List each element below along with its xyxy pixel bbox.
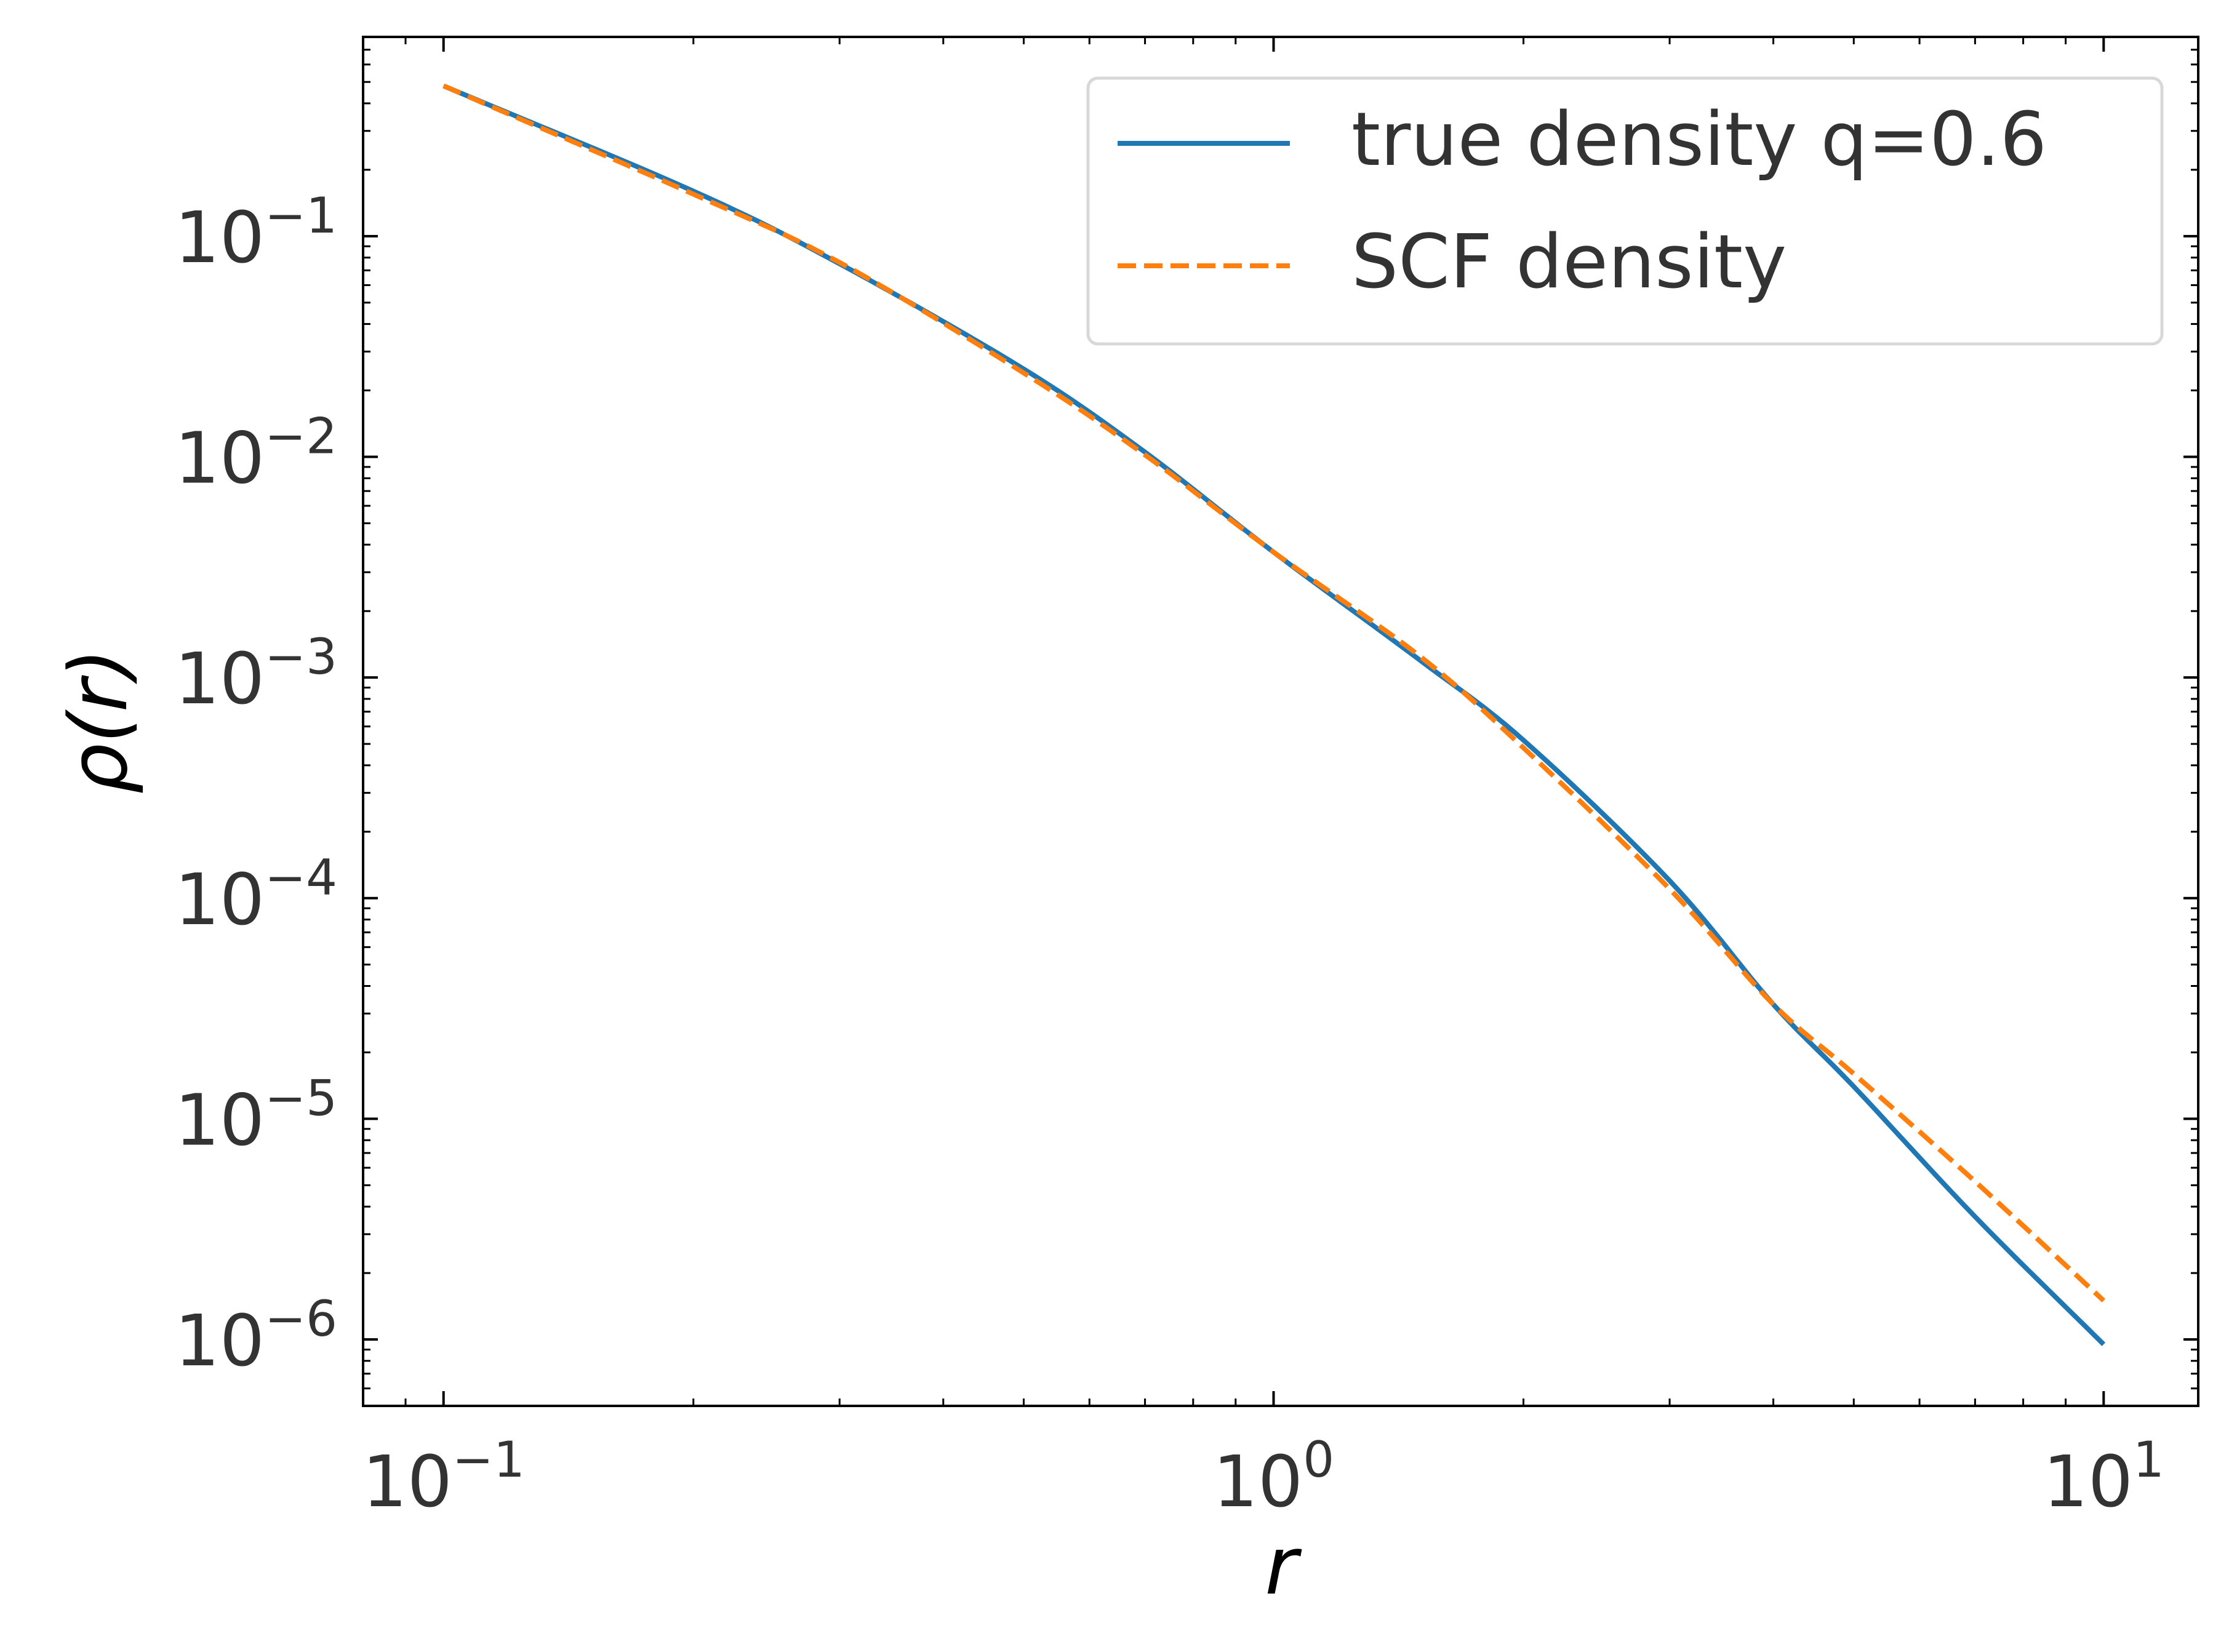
- y-tick-label: 10−1: [175, 187, 337, 279]
- y-tick-label: 10−4: [175, 849, 337, 941]
- y-tick-labels: 10−1 10−2 10−3 10−4 10−5 10−6: [175, 187, 337, 1383]
- x-tick-label: 100: [1213, 1431, 1334, 1523]
- y-tick-label: 10−3: [175, 628, 337, 720]
- x-tick-labels: 10−1 100 101: [362, 1431, 2164, 1523]
- legend-box: [1086, 76, 2164, 346]
- plot-frame: [362, 36, 2199, 1407]
- legend-label-scf-density: SCF density: [1351, 220, 1787, 305]
- y-tick-label: 10−2: [175, 408, 337, 500]
- y-tick-label: 10−6: [175, 1290, 337, 1383]
- legend: true density q=0.6 SCF density: [1086, 76, 2164, 346]
- y-tick-label: 10−5: [175, 1069, 337, 1162]
- y-axis-label: ρ(r): [52, 648, 145, 794]
- series-line-scf-density: [442, 83, 2106, 1303]
- series-layer: [442, 83, 2106, 1346]
- legend-label-true-density: true density q=0.6: [1351, 97, 2047, 183]
- major-ticks: [363, 37, 2198, 1406]
- x-axis-label: r: [1265, 1519, 1302, 1613]
- x-tick-label: 10−1: [362, 1431, 525, 1523]
- x-tick-label: 101: [2043, 1431, 2164, 1523]
